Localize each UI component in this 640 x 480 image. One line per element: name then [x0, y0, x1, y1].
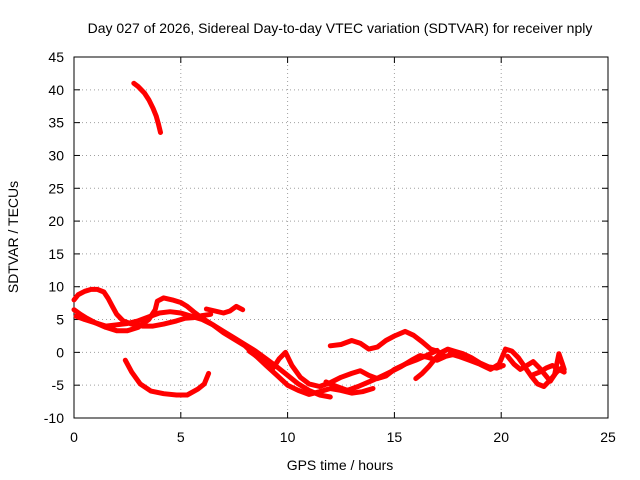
series-arc-13: [530, 363, 567, 378]
series-arc-5: [203, 303, 246, 316]
series-arc-6: [122, 357, 212, 398]
axis-ticks: [73, 56, 609, 419]
series-arc-11: [447, 346, 566, 389]
y-tick-label: 20: [48, 213, 64, 229]
x-tick-label: 20: [493, 429, 509, 445]
y-tick-label: 40: [48, 82, 64, 98]
x-tick-label: 5: [177, 429, 185, 445]
x-tick-label: 25: [600, 429, 616, 445]
x-tick-label: 10: [280, 429, 296, 445]
y-tick-labels: -10 -5 0 5 10 15 20 25 30 35 40 45: [44, 49, 64, 426]
y-tick-label: -10: [44, 410, 64, 426]
x-tick-labels: 0 5 10 15 20 25: [70, 429, 616, 445]
y-tick-label: 15: [48, 246, 64, 262]
x-tick-label: 0: [70, 429, 78, 445]
chart-title: Day 027 of 2026, Sidereal Day-to-day VTE…: [88, 20, 593, 36]
y-axis-label: SDTVAR / TECUs: [5, 181, 21, 293]
series-arc-4: [73, 309, 376, 397]
y-tick-label: -5: [52, 377, 65, 393]
y-tick-label: 45: [48, 49, 64, 65]
y-tick-label: 0: [56, 344, 64, 360]
series-arc-8: [327, 328, 446, 358]
data-series: [71, 80, 567, 400]
y-tick-label: 25: [48, 180, 64, 196]
series-arc-1: [131, 80, 163, 135]
y-tick-label: 35: [48, 115, 64, 131]
plot-frame: [73, 56, 609, 419]
y-tick-label: 5: [56, 312, 64, 328]
series-arc-3: [71, 295, 333, 400]
x-tick-label: 15: [387, 429, 403, 445]
y-tick-label: 30: [48, 147, 64, 163]
series-arc-2: [71, 286, 214, 329]
x-axis-label: GPS time / hours: [287, 457, 394, 473]
y-tick-label: 10: [48, 279, 64, 295]
